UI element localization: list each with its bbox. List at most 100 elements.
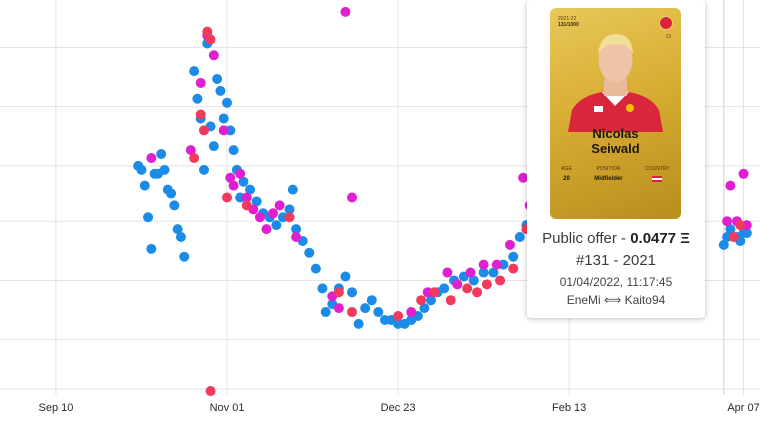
- player-last-name: Seiwald: [591, 141, 640, 156]
- data-point: [222, 97, 233, 108]
- data-point: [310, 263, 321, 274]
- data-point: [478, 259, 489, 270]
- data-point: [245, 184, 256, 195]
- data-point: [159, 164, 170, 175]
- data-point: [425, 295, 436, 306]
- player-first-name: Nicolas: [592, 126, 639, 141]
- data-point: [406, 307, 417, 318]
- data-point: [518, 172, 529, 183]
- data-point: [136, 164, 147, 175]
- player-portrait: [568, 34, 663, 132]
- data-point: [333, 303, 344, 314]
- data-point: [268, 208, 279, 219]
- data-point: [465, 267, 476, 278]
- data-point: [225, 172, 236, 183]
- x-tick-label: Nov 01: [210, 402, 245, 414]
- data-point: [722, 216, 733, 227]
- data-point: [261, 224, 272, 235]
- data-point: [241, 200, 252, 211]
- data-point: [478, 267, 489, 278]
- offer-line: Public offer - 0.0477 Ξ: [527, 230, 705, 247]
- data-point: [366, 295, 377, 306]
- data-point: [735, 220, 746, 231]
- trade-parties: EneMi ⟺ Kaito94: [566, 293, 666, 307]
- x-tick-label: Sep 10: [38, 402, 73, 414]
- data-point: [353, 318, 364, 329]
- data-point: [235, 168, 246, 179]
- data-point: [445, 295, 456, 306]
- data-point: [393, 311, 404, 321]
- card-season-info: 2021-22 131/1000: [558, 16, 579, 28]
- data-point: [156, 149, 167, 160]
- data-point: [228, 180, 239, 191]
- data-point: [218, 113, 229, 124]
- data-point: [373, 307, 384, 318]
- card-serial: #131 - 2021: [575, 252, 657, 269]
- data-point: [146, 153, 157, 163]
- data-point: [728, 232, 739, 242]
- data-point: [429, 287, 440, 298]
- data-point: [228, 145, 239, 156]
- data-point: [143, 212, 154, 223]
- x-tick-label: Dec 23: [381, 402, 416, 414]
- card-stats: AGE 20 POSITION Midfielder COUNTRY: [550, 166, 681, 182]
- data-point: [202, 26, 213, 37]
- sale-tooltip: 2021-22 131/1000 13 Nicolas Seiwald AGE …: [527, 0, 705, 318]
- data-point: [304, 247, 315, 258]
- data-point: [340, 6, 351, 17]
- offer-value: 0.0477 Ξ: [630, 230, 690, 247]
- data-point: [468, 275, 479, 286]
- data-point: [347, 287, 358, 298]
- club-badge-icon: [659, 16, 673, 30]
- data-point: [481, 279, 492, 290]
- data-point: [317, 283, 328, 294]
- data-point: [291, 224, 302, 235]
- data-point: [514, 232, 525, 242]
- data-point: [189, 66, 200, 77]
- data-point: [195, 109, 206, 120]
- data-point: [488, 267, 499, 278]
- austria-flag-icon: [652, 176, 663, 182]
- data-point: [274, 200, 285, 211]
- data-point: [725, 224, 736, 235]
- x-tick-label: Apr 07: [727, 402, 759, 414]
- data-point: [491, 259, 502, 270]
- data-point: [175, 232, 186, 242]
- x-tick-label: Feb 13: [552, 402, 586, 414]
- data-point: [205, 386, 216, 397]
- data-point: [416, 295, 427, 306]
- country-label: COUNTRY: [645, 166, 670, 172]
- data-point: [241, 192, 252, 203]
- data-point: [198, 125, 209, 136]
- data-point: [198, 164, 209, 175]
- data-point: [504, 239, 515, 250]
- card-country: COUNTRY: [645, 166, 670, 182]
- data-point: [287, 184, 298, 195]
- offer-prefix: Public offer -: [542, 230, 631, 247]
- data-point: [333, 287, 344, 298]
- data-point: [189, 153, 200, 163]
- sale-datetime: 01/04/2022, 11:17:45: [559, 275, 673, 289]
- data-point: [254, 212, 265, 223]
- card-number: 13: [665, 34, 671, 40]
- data-point: [718, 239, 729, 250]
- data-point: [452, 279, 463, 290]
- data-point: [208, 141, 219, 152]
- card-serial-small: 131/1000: [558, 22, 579, 28]
- age-value: 20: [563, 176, 570, 182]
- data-point: [192, 93, 203, 104]
- data-point: [439, 283, 450, 294]
- data-point: [508, 263, 519, 274]
- data-point: [185, 145, 196, 156]
- data-point: [725, 180, 736, 191]
- data-point: [169, 200, 180, 211]
- data-point: [146, 243, 157, 254]
- data-point: [419, 303, 430, 314]
- data-point: [360, 303, 371, 314]
- data-point: [166, 188, 177, 199]
- data-point: [291, 232, 302, 242]
- data-point: [284, 204, 295, 215]
- data-point: [218, 125, 229, 136]
- data-point: [347, 307, 358, 318]
- data-point: [340, 271, 351, 282]
